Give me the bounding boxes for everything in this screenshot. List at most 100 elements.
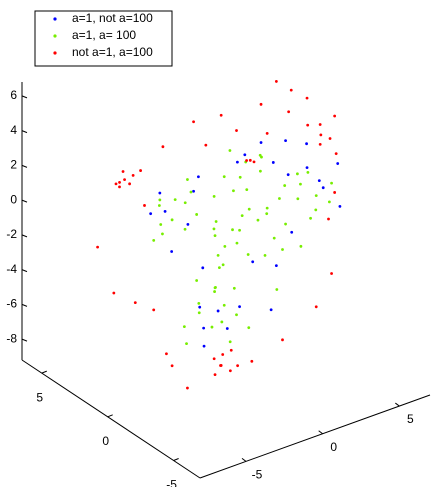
point — [238, 228, 241, 232]
point — [210, 325, 214, 329]
point — [222, 175, 226, 179]
point — [286, 173, 290, 177]
point — [318, 123, 322, 126]
y-tick-label: 0 — [102, 434, 109, 448]
point — [258, 169, 262, 173]
z-tick — [21, 269, 28, 273]
point — [131, 173, 135, 177]
point — [274, 264, 278, 267]
point — [173, 198, 177, 202]
x-tick — [395, 402, 400, 407]
point — [202, 344, 206, 348]
point — [260, 155, 263, 159]
point — [243, 153, 247, 157]
point — [278, 197, 281, 200]
legend-marker — [53, 51, 57, 55]
point — [287, 110, 291, 114]
point — [152, 308, 156, 312]
point — [232, 286, 236, 290]
point — [223, 244, 227, 248]
y-tick-label: 5 — [36, 390, 43, 404]
point — [219, 113, 223, 117]
z-tick — [21, 130, 28, 134]
y-tick — [41, 370, 47, 374]
point — [143, 204, 146, 207]
point — [314, 208, 318, 212]
x-tick-label: -5 — [252, 468, 263, 482]
point — [139, 169, 142, 172]
legend-label: a=1, not a=100 — [72, 11, 153, 25]
point — [284, 139, 287, 143]
z-tick — [21, 303, 28, 307]
z-tick-label: -8 — [6, 331, 17, 345]
point — [128, 182, 132, 186]
z-tick-label: 6 — [10, 88, 17, 102]
z-tick-label: -2 — [6, 227, 17, 241]
point — [219, 364, 222, 367]
point — [212, 194, 216, 198]
point — [114, 182, 118, 186]
point — [118, 185, 121, 189]
point — [318, 142, 322, 146]
point — [195, 279, 199, 282]
point — [197, 302, 201, 305]
x-tick-label: 0 — [330, 440, 337, 454]
point — [201, 266, 205, 270]
point — [163, 209, 167, 213]
point — [212, 357, 216, 361]
point — [306, 123, 310, 127]
point — [216, 253, 220, 257]
point — [281, 338, 284, 342]
point — [157, 204, 161, 207]
legend-marker — [53, 34, 57, 38]
point — [159, 223, 163, 226]
point — [250, 359, 254, 363]
point — [246, 253, 250, 256]
point — [296, 172, 299, 176]
point — [305, 166, 309, 170]
point — [204, 143, 208, 147]
point — [296, 197, 300, 201]
point — [189, 190, 193, 194]
point — [289, 88, 293, 92]
point — [213, 234, 217, 238]
point — [263, 253, 267, 257]
point — [165, 352, 168, 356]
point — [231, 228, 234, 232]
point — [328, 137, 332, 140]
point — [236, 364, 240, 368]
point — [314, 305, 318, 309]
point — [195, 213, 199, 216]
point — [112, 291, 116, 295]
point — [161, 145, 165, 149]
y-tick — [107, 414, 113, 418]
point — [197, 175, 200, 179]
point — [333, 114, 337, 118]
point — [283, 184, 287, 187]
z-tick — [21, 95, 28, 99]
point — [192, 189, 195, 193]
point — [182, 325, 186, 328]
point — [319, 133, 323, 137]
point — [220, 320, 224, 324]
point — [170, 364, 174, 368]
point — [229, 348, 233, 352]
z-tick — [21, 199, 28, 203]
point — [133, 301, 137, 305]
point — [269, 308, 273, 312]
points — [96, 80, 342, 390]
point — [281, 248, 284, 251]
point — [334, 152, 338, 156]
point — [252, 160, 256, 164]
point — [245, 188, 249, 192]
point — [248, 158, 252, 162]
z-tick-label: 4 — [10, 123, 17, 137]
point — [217, 266, 221, 270]
point — [221, 263, 225, 267]
point — [212, 227, 216, 231]
point — [275, 288, 279, 291]
point — [96, 245, 99, 249]
point — [235, 160, 239, 164]
point — [330, 181, 333, 185]
